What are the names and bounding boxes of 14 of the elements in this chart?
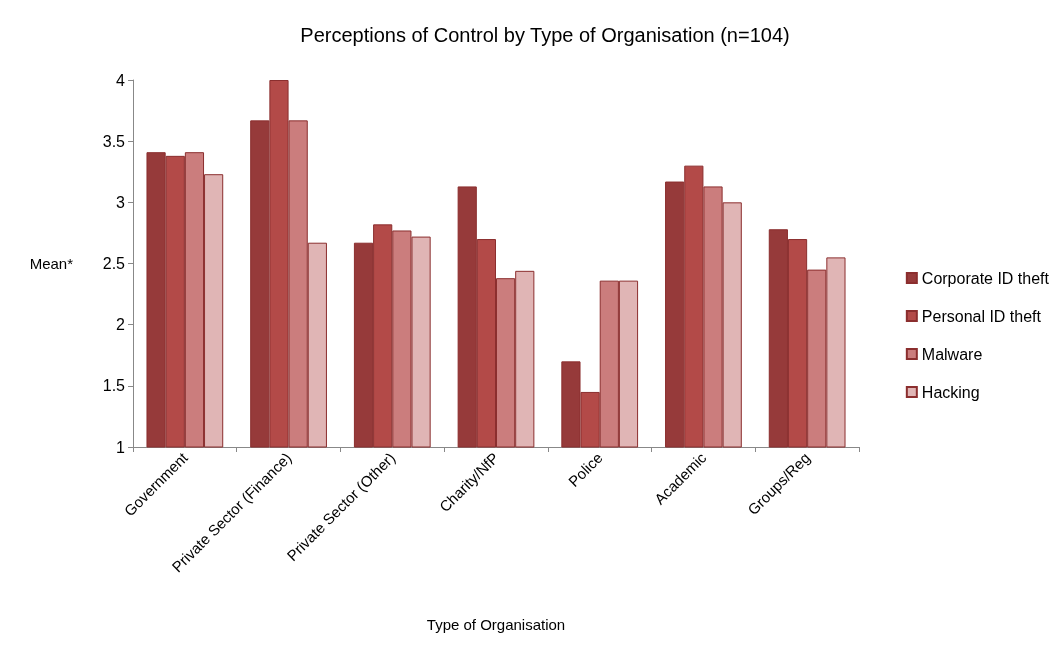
y-tick-label: 3.5 <box>102 132 126 150</box>
y-tick-label: 2 <box>116 316 126 334</box>
legend-label: Malware <box>921 345 983 363</box>
y-tick-label: 4 <box>116 71 126 89</box>
x-axis-title: Type of Organisation <box>426 616 566 633</box>
legend-label: Hacking <box>921 383 980 401</box>
y-tick-label: 2.5 <box>102 255 126 272</box>
chart-title: Perceptions of Control by Type of Organisation (n=104) <box>300 24 790 46</box>
y-axis-title: Mean* <box>29 255 74 272</box>
y-tick-label: 3 <box>116 193 126 211</box>
legend-label: Personal ID theft <box>921 307 1042 325</box>
y-tick-label: 1.5 <box>102 377 126 395</box>
y-tick-label: 1 <box>116 438 126 456</box>
legend-label: Corporate ID theft <box>921 269 1050 287</box>
